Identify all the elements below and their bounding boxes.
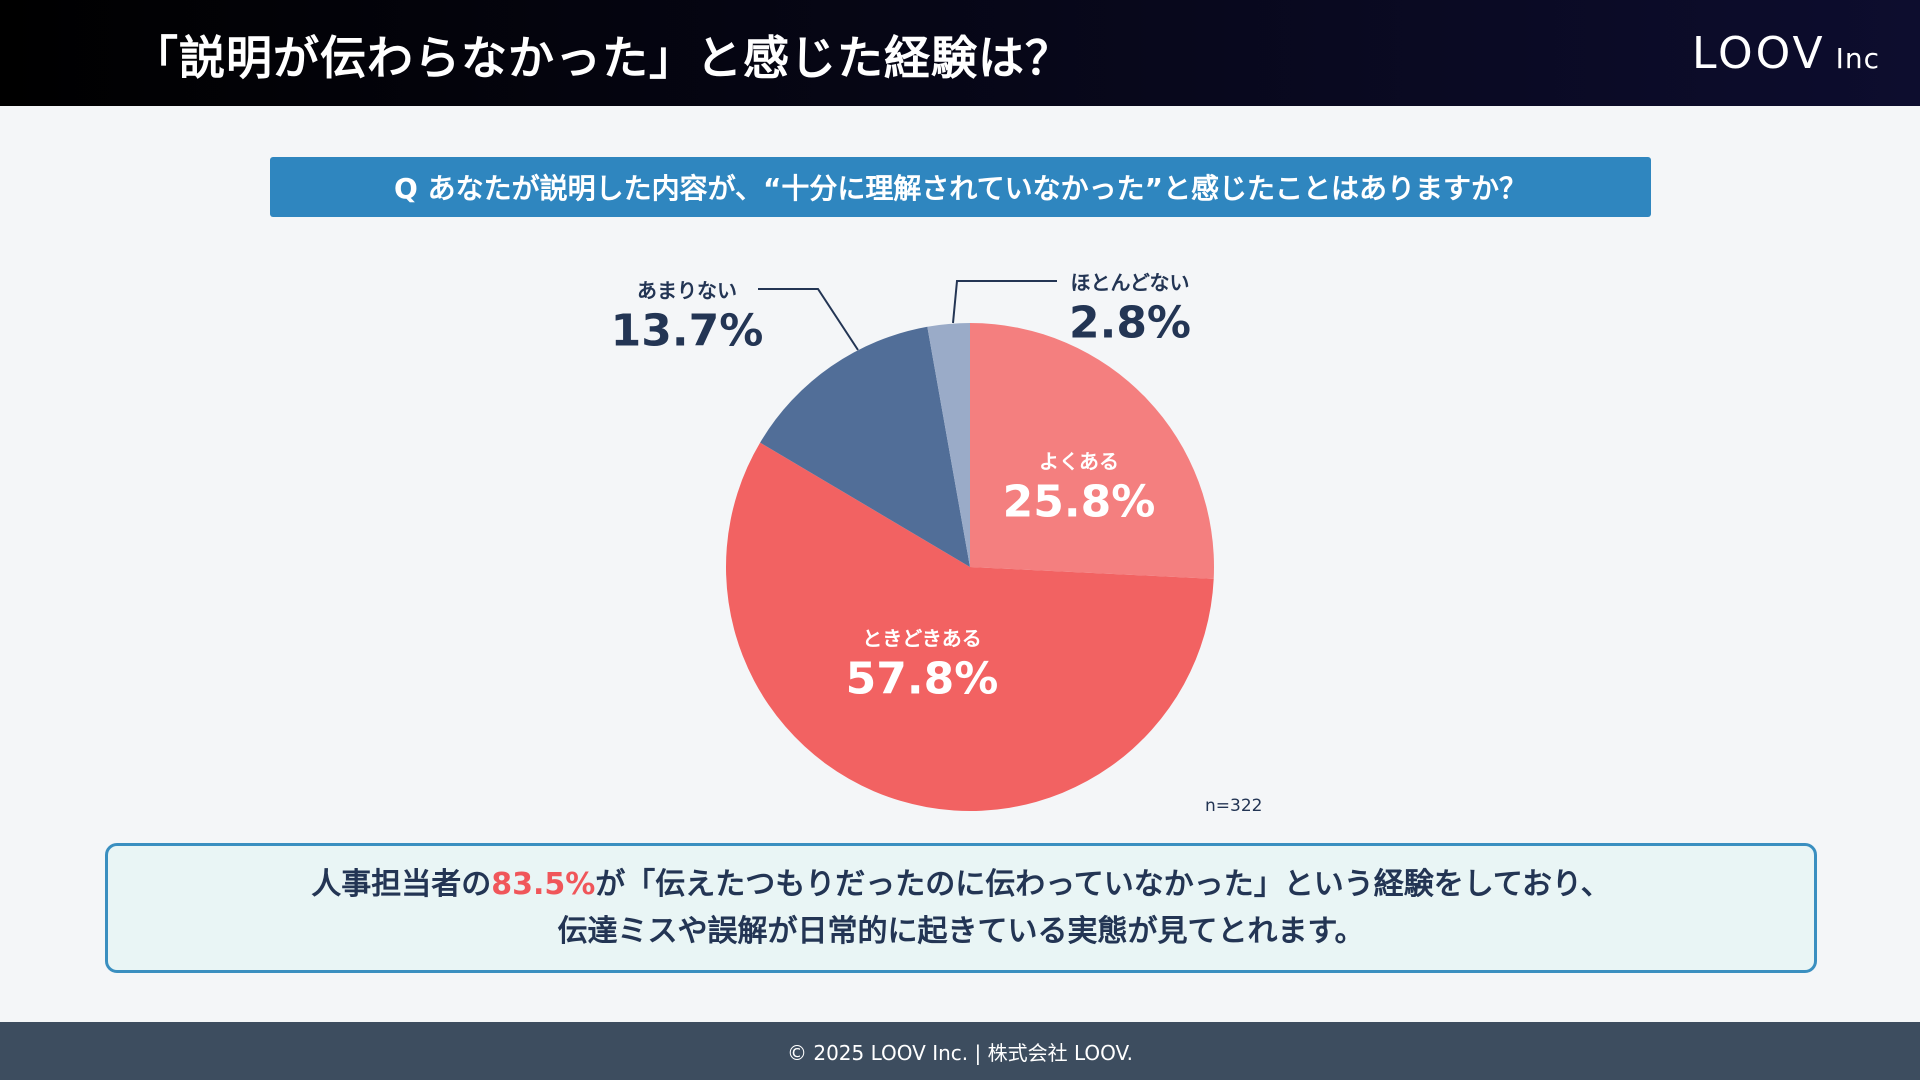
leader-line-hotondo bbox=[952, 280, 1057, 324]
header-bar: 「説明が伝わらなかった」と感じた経験は？ LOOV Inc bbox=[0, 0, 1920, 106]
slice-label-2: あまりない bbox=[637, 278, 737, 303]
pie-slice-1 bbox=[725, 442, 1214, 811]
slice-value-3: 2.8% bbox=[1068, 297, 1192, 349]
logo: LOOV Inc bbox=[1692, 28, 1880, 79]
summary-line-2: 伝達ミスや誤解が日常的に起きている実態が見てとれます。 bbox=[557, 914, 1365, 949]
question-bar: Q あなたが説明した内容が、“十分に理解されていなかった”と感じたことはあります… bbox=[270, 157, 1651, 217]
summary-text: 人事担当者の bbox=[311, 867, 492, 902]
summary-line-1: 人事担当者の83.5%が「伝えたつもりだったのに伝わっていなかった」という経験を… bbox=[311, 861, 1611, 908]
leader-line-amari bbox=[758, 288, 859, 351]
logo-main: LOOV bbox=[1692, 28, 1826, 79]
pie-slice-2 bbox=[760, 326, 970, 567]
slice-label-3: ほとんどない bbox=[1070, 270, 1190, 295]
slice-value-0: 25.8% bbox=[1002, 476, 1156, 528]
slice-label-1: ときどきある bbox=[862, 626, 982, 651]
summary-callout: 人事担当者の83.5%が「伝えたつもりだったのに伝わっていなかった」という経験を… bbox=[105, 843, 1817, 973]
page-title: 「説明が伝わらなかった」と感じた経験は？ bbox=[132, 31, 1072, 85]
logo-sub: Inc bbox=[1835, 42, 1880, 75]
slice-label-0: よくある bbox=[1039, 446, 1119, 475]
pie-slice-3 bbox=[927, 323, 970, 567]
slice-label-text: よくある bbox=[1039, 449, 1119, 474]
summary-text: が「伝えたつもりだったのに伝わっていなかった」という経験をしており、 bbox=[595, 867, 1611, 902]
footer: © 2025 LOOV Inc. | 株式会社 LOOV. bbox=[0, 1022, 1920, 1080]
sample-size: n=322 bbox=[1205, 796, 1263, 816]
highlight-percent: 83.5% bbox=[491, 867, 596, 902]
slice-value-2: 13.7% bbox=[610, 305, 764, 357]
slice-value-1: 57.8% bbox=[845, 653, 999, 705]
pie-slice-0 bbox=[970, 323, 1214, 579]
